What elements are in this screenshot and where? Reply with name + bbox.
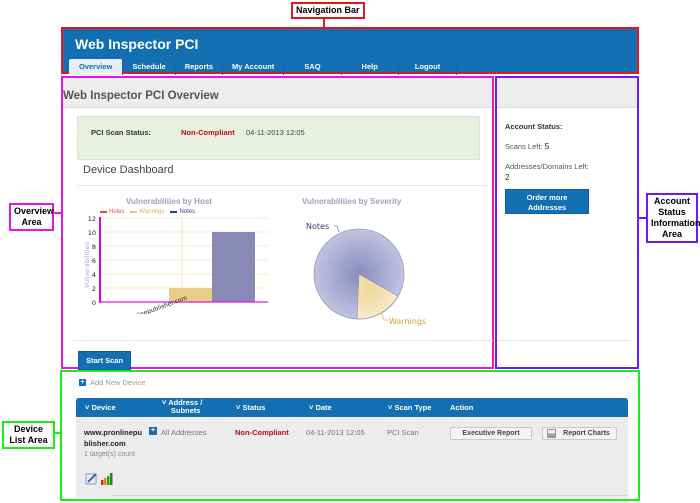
app-title: Web Inspector PCI xyxy=(75,36,199,52)
svg-text:6: 6 xyxy=(92,257,96,265)
legend-warnings: Warnings xyxy=(130,209,164,215)
svg-text:Notes: Notes xyxy=(306,222,329,231)
legend-holes: Holes xyxy=(100,209,124,215)
account-status-area: Account Status: Scans Left: 5 Addresses/… xyxy=(495,76,639,369)
callout-device-list-area: Device List Area xyxy=(2,421,55,449)
bar-chart: 12 10 8 6 4 2 0 Vulnerabilities pronline… xyxy=(83,215,268,314)
pie-chart-title: Vulnerabilities by Severity xyxy=(302,197,402,206)
nav-tabs: Overview Schedule Reports My Account SAQ… xyxy=(69,59,458,75)
callout-connector xyxy=(54,212,61,214)
device-scan-type: PCI Scan xyxy=(387,428,419,437)
start-scan-button[interactable]: Start Scan xyxy=(78,351,132,370)
pci-scan-status-date: 04-11-2013 12:05 xyxy=(246,128,305,137)
svg-text:Vulnerabilities: Vulnerabilities xyxy=(83,241,91,288)
svg-text:8: 8 xyxy=(92,243,96,251)
device-target-count: 1 target(s) count xyxy=(84,451,135,458)
tab-saq[interactable]: SAQ xyxy=(284,59,342,75)
svg-text:0: 0 xyxy=(92,299,96,307)
addresses-left-label: Addresses/Domains Left: xyxy=(505,162,589,171)
callout-connector xyxy=(55,432,60,434)
pci-scan-status-value: Non-Compliant xyxy=(181,128,235,137)
svg-text:pronlinepublisher.com: pronlinepublisher.com xyxy=(123,295,188,314)
device-dashboard-title: Device Dashboard xyxy=(83,164,174,176)
divider xyxy=(73,340,493,341)
callout-account-status-area: Account Status Information Area xyxy=(646,193,700,243)
device-list-area: + Add New Device ˅ Device ˅ Address / Su… xyxy=(60,370,640,501)
svg-text:12: 12 xyxy=(88,215,96,223)
pie-chart: Notes Warnings xyxy=(306,222,426,326)
report-charts-button[interactable]: Report Charts xyxy=(542,427,617,440)
edit-icon[interactable] xyxy=(85,473,97,485)
device-table: ˅ Device ˅ Address / Subnets ˅ Status ˅ … xyxy=(76,398,628,498)
column-device[interactable]: ˅ Device xyxy=(85,403,116,412)
column-action: Action xyxy=(450,403,474,412)
scans-left: Scans Left: 5 xyxy=(505,141,549,151)
plus-icon: + xyxy=(79,379,86,386)
tab-my-account[interactable]: My Account xyxy=(223,59,285,75)
addresses-left: Addresses/Domains Left: 2 xyxy=(505,161,589,183)
svg-text:2: 2 xyxy=(92,285,96,293)
scans-left-value: 5 xyxy=(544,141,550,151)
row-divider xyxy=(111,495,628,496)
callout-overview-area: Overview Area xyxy=(9,203,54,231)
row-icons xyxy=(85,473,113,485)
chart-bars-icon[interactable] xyxy=(101,473,113,485)
device-address: All Addresses xyxy=(161,428,207,437)
legend-notes: Notes xyxy=(170,209,195,215)
pci-scan-status-box: PCI Scan Status: Non-Compliant 04-11-201… xyxy=(77,116,480,160)
table-header: ˅ Device ˅ Address / Subnets ˅ Status ˅ … xyxy=(76,398,628,417)
svg-text:Warnings: Warnings xyxy=(389,317,426,326)
divider xyxy=(497,340,630,341)
overview-header: Web Inspector PCI Overview xyxy=(63,78,492,108)
addresses-left-value: 2 xyxy=(505,173,510,182)
tab-help[interactable]: Help xyxy=(342,59,399,75)
column-scan-type[interactable]: ˅ Scan Type xyxy=(388,403,432,412)
tab-reports[interactable]: Reports xyxy=(176,59,224,75)
callout-connector xyxy=(323,17,325,27)
divider xyxy=(77,185,487,186)
expand-plus-icon[interactable]: + xyxy=(149,427,157,435)
navigation-bar: Web Inspector PCI Overview Schedule Repo… xyxy=(61,27,639,75)
column-address[interactable]: ˅ Address / Subnets xyxy=(162,398,203,415)
bar-chart-title: Vulnerabilities by Host xyxy=(126,197,212,206)
overview-area: Web Inspector PCI Overview PCI Scan Stat… xyxy=(61,76,494,370)
add-new-device-label: Add New Device xyxy=(90,378,146,387)
device-name[interactable]: www.pronlinepu blisher.com xyxy=(84,428,143,448)
executive-report-button[interactable]: Executive Report xyxy=(450,427,532,440)
account-header xyxy=(497,78,637,108)
add-new-device-link[interactable]: + Add New Device xyxy=(79,378,145,387)
order-button-label-2: Addresses xyxy=(527,202,567,212)
column-date[interactable]: ˅ Date xyxy=(309,403,332,412)
svg-text:10: 10 xyxy=(88,229,96,237)
account-status-title: Account Status: xyxy=(505,122,563,131)
bar-chart-legend: Holes Warnings Notes xyxy=(100,209,195,215)
tab-schedule[interactable]: Schedule xyxy=(123,59,176,75)
tab-logout[interactable]: Logout xyxy=(399,59,458,75)
pci-scan-status-label: PCI Scan Status: xyxy=(91,128,152,137)
device-date: 04-11-2013 12:05 xyxy=(306,428,365,437)
order-button-label-1: Order more xyxy=(526,193,568,202)
callout-navigation-bar: Navigation Bar xyxy=(291,2,365,19)
order-more-addresses-button[interactable]: Order more Addresses xyxy=(505,189,589,214)
report-chart-icon xyxy=(547,429,556,438)
tab-overview[interactable]: Overview xyxy=(69,59,124,75)
overview-title: Web Inspector PCI Overview xyxy=(63,90,219,102)
scans-left-label: Scans Left: xyxy=(505,142,543,151)
callout-connector xyxy=(639,217,646,219)
svg-text:4: 4 xyxy=(92,271,96,279)
column-status[interactable]: ˅ Status xyxy=(236,403,266,412)
device-status: Non-Compliant xyxy=(235,428,289,437)
